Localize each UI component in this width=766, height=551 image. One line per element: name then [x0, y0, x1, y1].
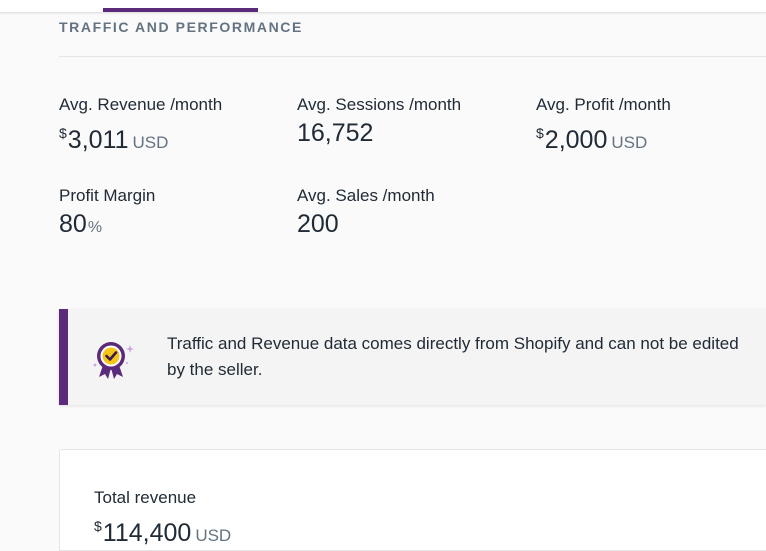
currency-unit: USD — [195, 526, 232, 545]
metric-value: 80% — [59, 210, 155, 242]
metric-label: Avg. Sessions /month — [297, 95, 462, 114]
metric-label: Avg. Revenue /month — [59, 95, 223, 114]
metric-number: 80 — [59, 210, 87, 238]
metric-label: Avg. Profit /month — [536, 95, 671, 114]
percent-unit: % — [87, 219, 103, 236]
total-revenue-value: $114,400 USD — [94, 512, 231, 550]
currency-unit: USD — [132, 133, 169, 152]
active-tab-indicator — [103, 8, 258, 12]
metric-avg-profit: Avg. Profit /month $2,000 USD — [536, 95, 671, 157]
section-title: TRAFFIC AND PERFORMANCE — [59, 19, 303, 35]
notice-accent-bar — [59, 309, 68, 405]
metric-avg-sessions: Avg. Sessions /month 16,752 — [297, 95, 461, 147]
currency-symbol: $ — [59, 125, 67, 141]
metric-profit-margin: Profit Margin 80% — [59, 186, 155, 242]
metric-label: Profit Margin — [59, 186, 156, 205]
metric-value: $3,011 USD — [59, 119, 222, 157]
notice-text: Traffic and Revenue data comes directly … — [167, 334, 739, 379]
metric-number: 2,000 — [544, 126, 608, 154]
metric-label: Avg. Sales /month — [297, 186, 435, 205]
metric-number: 16,752 — [297, 119, 374, 147]
total-revenue-number: 114,400 — [102, 519, 192, 547]
currency-symbol: $ — [94, 518, 102, 534]
verified-badge-icon — [87, 335, 135, 383]
metric-number: 200 — [297, 210, 339, 238]
metric-value: $2,000 USD — [536, 119, 671, 157]
metric-avg-sales: Avg. Sales /month 200 — [297, 186, 435, 238]
shopify-data-notice: Traffic and Revenue data comes directly … — [59, 309, 766, 405]
total-revenue-label: Total revenue — [94, 488, 197, 507]
section-divider — [59, 56, 766, 57]
total-revenue-card: Total revenue $114,400 USD — [59, 449, 766, 551]
currency-unit: USD — [611, 133, 648, 152]
metric-avg-revenue: Avg. Revenue /month $3,011 USD — [59, 95, 222, 157]
currency-symbol: $ — [536, 125, 544, 141]
metric-number: 3,011 — [67, 126, 129, 154]
